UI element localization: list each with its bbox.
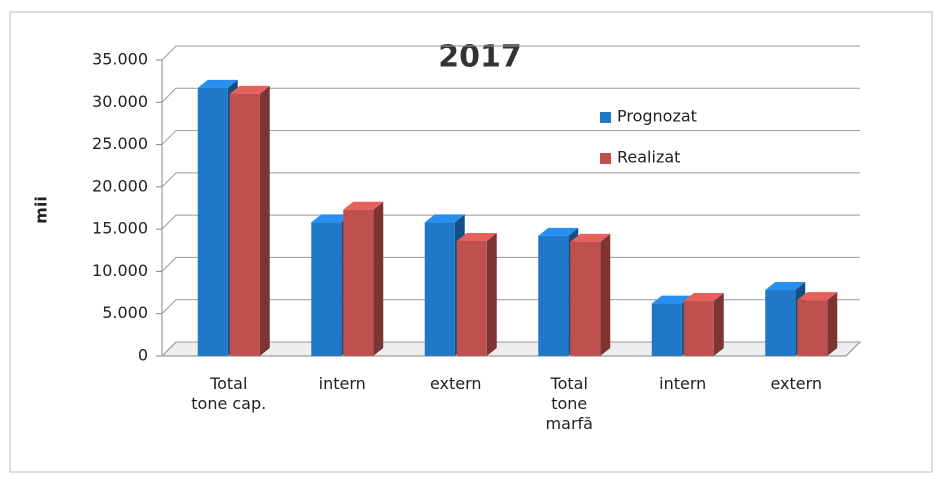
chart-title: 2017 — [438, 40, 522, 75]
bar-side — [259, 85, 270, 356]
x-tick-label: intern — [659, 374, 707, 393]
grid-line — [161, 87, 860, 103]
y-tick-label: 35.000 — [92, 50, 148, 69]
x-tick-label: Total tone marfă — [545, 374, 593, 433]
bar-side — [600, 233, 611, 356]
y-tick-label: 30.000 — [92, 92, 148, 111]
bar-top — [343, 201, 384, 210]
bar-top — [651, 295, 692, 304]
x-tick-label: extern — [770, 374, 823, 393]
bar — [765, 290, 796, 356]
grid-line — [161, 256, 860, 272]
x-tick-label: intern — [318, 374, 366, 393]
bar-top — [683, 293, 724, 302]
bar-side — [713, 293, 724, 356]
grid-line — [161, 45, 860, 61]
y-tick-label: 0 — [138, 346, 148, 365]
y-tick-label: 5.000 — [102, 303, 148, 322]
legend-swatch — [600, 112, 611, 123]
y-tick-label: 20.000 — [92, 176, 148, 195]
y-tick-label: 25.000 — [92, 134, 148, 153]
grid-line — [161, 130, 860, 145]
bar — [229, 93, 260, 356]
bar — [570, 241, 601, 356]
bar-top — [311, 214, 352, 223]
legend-label: Prognozat — [617, 107, 697, 126]
grid-line — [161, 172, 860, 188]
bar-side — [486, 232, 497, 356]
legend-label: Realizat — [617, 148, 680, 167]
x-tick-label: extern — [429, 374, 482, 393]
y-tick-label: 15.000 — [92, 219, 148, 238]
bar-top — [570, 233, 611, 242]
bar — [197, 87, 228, 356]
x-tick-label: Total tone cap. — [191, 374, 267, 413]
bar-top — [424, 214, 465, 223]
bar-top — [229, 85, 270, 94]
bar — [797, 300, 828, 356]
bar-top — [456, 232, 497, 241]
bar — [311, 222, 342, 356]
bar-top — [538, 227, 579, 236]
bar — [538, 235, 569, 356]
bar-top — [197, 79, 238, 88]
y-tick-label: 10.000 — [92, 261, 148, 280]
bar-side — [373, 201, 384, 356]
bar — [424, 222, 455, 356]
bar — [456, 240, 487, 356]
bar-side — [827, 292, 838, 356]
bar-top — [765, 282, 806, 291]
grid-line — [161, 341, 860, 357]
bar — [651, 303, 682, 356]
legend-swatch — [600, 153, 611, 164]
bar — [683, 301, 714, 356]
bar-top — [797, 292, 838, 301]
y-axis-label: mii — [32, 196, 51, 224]
grid-line — [161, 299, 860, 315]
grid-line — [161, 214, 860, 230]
bar — [343, 209, 374, 356]
